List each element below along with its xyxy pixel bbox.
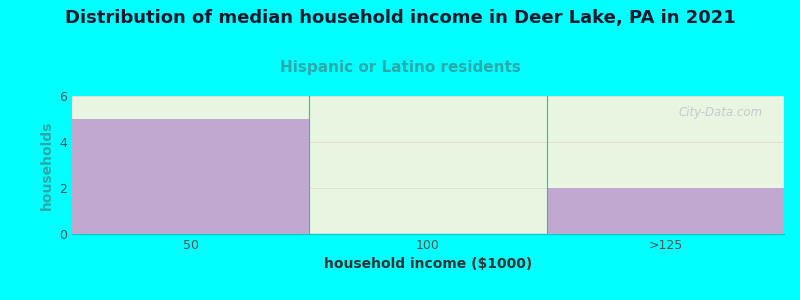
Text: Hispanic or Latino residents: Hispanic or Latino residents	[279, 60, 521, 75]
Y-axis label: households: households	[39, 120, 54, 210]
Bar	[546, 188, 784, 234]
X-axis label: household income ($1000): household income ($1000)	[324, 257, 532, 272]
Bar	[72, 119, 310, 234]
Text: Distribution of median household income in Deer Lake, PA in 2021: Distribution of median household income …	[65, 9, 735, 27]
Text: City-Data.com: City-Data.com	[678, 106, 762, 119]
